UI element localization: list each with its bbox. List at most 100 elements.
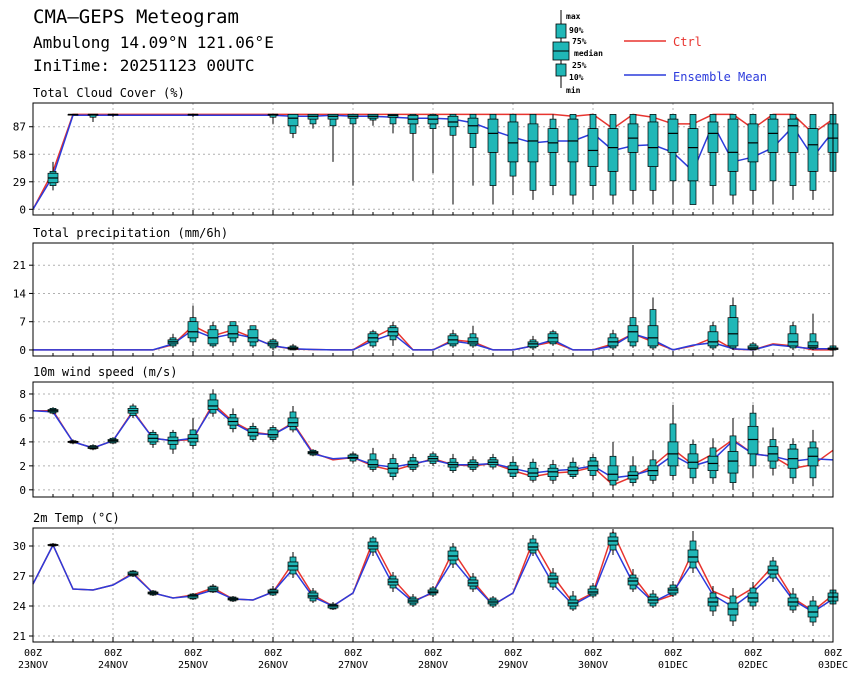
box-body <box>767 118 779 153</box>
precipitation-box <box>747 341 759 351</box>
x-day-label: 29NOV <box>498 660 528 671</box>
box-lower-tail <box>589 166 597 186</box>
box-lower-tail <box>289 425 297 431</box>
box-upper-tail <box>289 411 297 419</box>
box-lower-tail <box>369 341 377 347</box>
box-upper-tail <box>669 114 677 120</box>
x-day-label: 01DEC <box>658 660 688 671</box>
cloud-cover-box <box>347 114 359 186</box>
box-upper-tail <box>509 114 517 123</box>
box-lower-tail <box>529 161 537 191</box>
cloud-cover-box <box>427 114 439 174</box>
temperature-box <box>147 590 159 596</box>
box-lower-tail <box>649 166 657 191</box>
temperature-box <box>287 552 299 578</box>
box-upper-tail <box>789 593 797 599</box>
box-lower-tail <box>629 341 637 347</box>
box-upper-tail <box>469 114 477 119</box>
box-lower-tail <box>429 460 437 464</box>
temperature-box <box>547 568 559 590</box>
x-day-label: 25NOV <box>178 660 208 671</box>
box-upper-tail <box>149 431 157 436</box>
box-upper-tail <box>509 461 517 467</box>
box-lower-tail <box>429 123 437 129</box>
wind-speed-title: 10m wind speed (m/s) <box>33 365 178 379</box>
wind-speed-box <box>447 453 459 474</box>
box-upper-tail <box>369 453 377 461</box>
box-upper-tail <box>389 575 397 580</box>
temperature-box <box>707 586 719 616</box>
box-lower-tail <box>549 152 557 186</box>
box-upper-tail <box>189 317 197 323</box>
wind-speed-box <box>67 439 79 445</box>
wind-speed-ytick-label: 0 <box>19 484 26 497</box>
box-body <box>647 121 659 167</box>
temperature-box <box>667 581 679 597</box>
box-upper-tail <box>789 114 797 120</box>
x-hour-label: 00Z <box>344 648 362 659</box>
box-lower-tail <box>789 467 797 479</box>
box-lower-tail <box>389 335 397 341</box>
box-body <box>787 333 799 347</box>
x-hour-label: 00Z <box>184 648 202 659</box>
cloud-cover-box <box>47 161 59 191</box>
box-body <box>267 429 279 438</box>
box-body <box>627 325 639 343</box>
box-lower-tail <box>729 472 737 483</box>
box-lower-tail <box>509 472 517 477</box>
wind-speed-box <box>167 429 179 454</box>
box-lower-tail <box>569 605 577 610</box>
cloud-cover-ytick-label: 58 <box>13 148 26 161</box>
box-lower-tail <box>769 152 777 182</box>
cloud-cover-box <box>267 113 279 124</box>
box-upper-tail <box>769 560 777 567</box>
temperature-box <box>407 594 419 607</box>
box-lower-tail <box>209 409 217 414</box>
box-lower-tail <box>309 597 317 602</box>
temperature-box <box>627 569 639 592</box>
temperature-box <box>127 570 139 577</box>
box-upper-tail <box>649 593 657 598</box>
precipitation-box <box>707 321 719 350</box>
temperature-box <box>767 557 779 582</box>
wind-speed-box <box>747 404 759 478</box>
box-upper-tail <box>609 114 617 129</box>
box-body <box>687 453 699 469</box>
box-lower-tail <box>689 561 697 569</box>
box-upper-tail <box>649 459 657 467</box>
box-body <box>787 118 799 153</box>
precipitation-mean-line <box>33 328 833 351</box>
box-upper-tail <box>549 572 557 577</box>
wind-speed-box <box>147 429 159 448</box>
box-upper-tail <box>569 114 577 120</box>
box-lower-tail <box>249 341 257 347</box>
x-hour-label: 00Z <box>424 648 442 659</box>
wind-speed-box <box>87 444 99 451</box>
box-upper-tail <box>729 595 737 604</box>
box-lower-tail <box>769 460 777 469</box>
wind-speed-panel: 10m wind speed (m/s) 0 2 4 6 8 <box>19 365 834 498</box>
temperature-box <box>567 591 579 611</box>
box-lower-tail <box>789 605 797 611</box>
cloud-cover-ytick-label: 87 <box>13 121 26 134</box>
box-upper-tail <box>549 464 557 469</box>
box-body <box>647 325 659 347</box>
wind-speed-box <box>667 404 679 481</box>
precipitation-panel: Total precipitation (mm/6h) 0 7 14 21 <box>13 226 839 357</box>
box-lower-tail <box>789 152 797 186</box>
chart-title: CMA—GEPS Meteogram <box>33 6 239 28</box>
wind-speed-box <box>407 453 419 472</box>
cloud-cover-box <box>627 114 639 205</box>
box-upper-tail <box>409 457 417 462</box>
box-upper-tail <box>469 576 477 581</box>
box-upper-tail <box>729 114 737 120</box>
x-day-label: 30NOV <box>578 660 608 671</box>
box-upper-tail <box>609 455 617 467</box>
box-body <box>467 337 479 345</box>
box-upper-tail <box>629 574 637 579</box>
box-lower-tail <box>769 573 777 579</box>
wind-speed-box <box>567 457 579 480</box>
cloud-cover-box <box>787 114 799 200</box>
x-hour-label: 00Z <box>24 648 42 659</box>
